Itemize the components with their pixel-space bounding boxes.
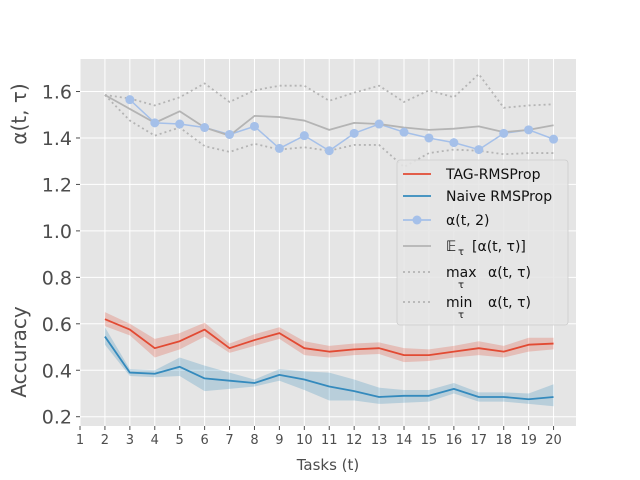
y-tick-label: 0.4	[42, 360, 72, 382]
y-tick-label: 1.2	[42, 174, 72, 196]
y-tick-labels: 0.2 0.4 0.6 0.8 1.0 1.2 1.4 1.6	[42, 82, 80, 429]
t-2-point	[150, 118, 160, 128]
naive-rmsprop-line	[104, 336, 554, 401]
t-2-point	[424, 133, 434, 143]
x-tick-labels: 1 2 3 4 5 6 7 8 9 10 11 12 13 14 15 16 17 18 19 20	[76, 426, 562, 448]
t-2-point	[324, 146, 334, 156]
legend-prefix: min	[446, 295, 472, 311]
x-axis-label: Tasks (t)	[296, 456, 360, 474]
y-tick-label: 1.4	[42, 128, 72, 150]
legend-box	[396, 159, 569, 326]
x-tick-label: 18	[495, 433, 512, 448]
legend-subscript: τ	[458, 247, 464, 258]
legend-prefix: max	[446, 265, 477, 281]
t-line	[104, 94, 554, 137]
t-2-point	[249, 121, 259, 131]
x-tick-label: 6	[200, 433, 208, 448]
x-tick-label: 1	[76, 433, 84, 448]
t-2-point	[349, 128, 359, 138]
legend-subscript: τ	[458, 310, 464, 321]
y-tick-label: 1.6	[42, 82, 72, 104]
t-2-point	[474, 145, 484, 155]
legend-label: α(t, 2)	[446, 213, 489, 229]
tag-rmsprop-line	[104, 318, 554, 357]
legend-label: α(t, τ)	[488, 265, 531, 281]
legend-marker	[412, 215, 422, 225]
y-tick-label: 0.8	[42, 267, 72, 289]
y-axis-label-alpha: α(t, τ)	[7, 83, 31, 144]
t-2-point	[399, 127, 409, 137]
y-tick-label: 1.0	[42, 221, 72, 243]
series-markers	[125, 95, 559, 156]
legend-label: Naive RMSProp	[446, 189, 552, 205]
x-tick-label: 7	[225, 433, 233, 448]
x-tick-label: 15	[421, 433, 438, 448]
y-tick-label: 0.6	[42, 314, 72, 336]
legend: TAG-RMSProp Naive RMSProp α(t, 2) 𝔼 τ [α(t, τ…	[396, 159, 569, 326]
x-tick-label: 19	[520, 433, 537, 448]
confidence-bands	[104, 312, 554, 407]
t-2-point	[524, 125, 534, 135]
t-2-point	[449, 138, 459, 148]
x-tick-label: 3	[126, 433, 134, 448]
legend-subscript: τ	[458, 280, 464, 291]
x-tick-label: 11	[321, 433, 338, 448]
t-2-point	[299, 131, 309, 141]
x-tick-label: 16	[446, 433, 463, 448]
x-tick-label: 20	[545, 433, 562, 448]
x-tick-label: 2	[101, 433, 109, 448]
legend-label: α(t, τ)	[488, 295, 531, 311]
legend-label: TAG-RMSProp	[445, 167, 541, 183]
x-tick-label: 12	[346, 433, 363, 448]
t-2-point	[200, 123, 210, 133]
x-tick-label: 10	[296, 433, 313, 448]
x-tick-label: 8	[250, 433, 258, 448]
x-tick-label: 9	[275, 433, 283, 448]
x-tick-label: 5	[176, 433, 184, 448]
x-tick-label: 17	[471, 433, 488, 448]
y-axis-label-accuracy: Accuracy	[7, 306, 31, 397]
t-2-point	[125, 95, 135, 105]
t-2-point	[549, 134, 559, 144]
tag-rmsprop-band	[104, 312, 554, 363]
t-2-point	[225, 129, 235, 139]
naive-rmsprop-band	[104, 327, 554, 407]
y-tick-label: 0.2	[42, 407, 72, 429]
x-tick-label: 4	[151, 433, 159, 448]
t-2-point	[175, 119, 185, 129]
t-2-point	[274, 143, 284, 153]
t-2-point	[499, 128, 509, 138]
t-2-point	[374, 119, 384, 129]
legend-prefix: 𝔼	[446, 239, 456, 255]
x-tick-label: 13	[371, 433, 388, 448]
legend-label: [α(t, τ)]	[472, 239, 526, 255]
x-tick-label: 14	[396, 433, 413, 448]
